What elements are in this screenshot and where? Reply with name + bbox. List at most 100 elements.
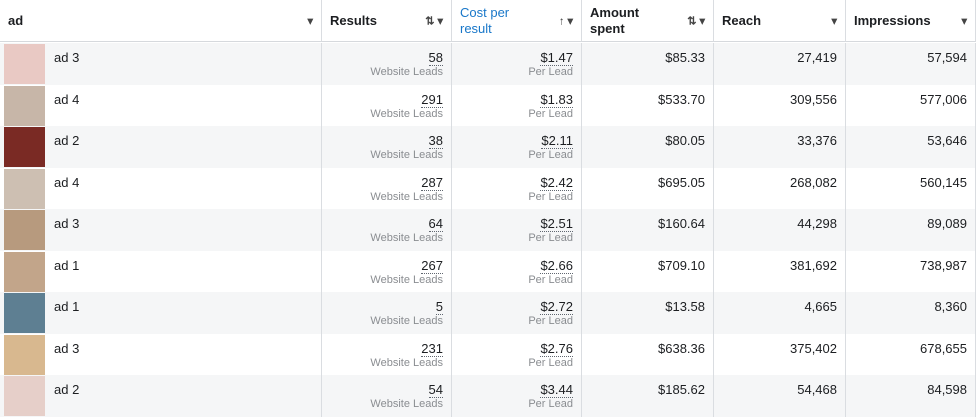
cell-border	[322, 167, 452, 209]
column-header[interactable]: ad ▾	[0, 0, 322, 42]
cell-border	[452, 84, 582, 126]
metric-cell: 54,468	[714, 375, 846, 417]
cost-unit: Per Lead	[528, 107, 573, 120]
reach-value: 268,082	[790, 174, 837, 190]
cell-border	[452, 167, 582, 209]
cell-border	[0, 292, 322, 334]
amount-value: $13.58	[665, 299, 705, 314]
ad-thumbnail	[4, 127, 45, 167]
cost-value: $2.66	[540, 257, 573, 274]
cell-border	[582, 333, 714, 375]
ad-thumbnail	[4, 85, 45, 126]
ad-name[interactable]: ad 2	[54, 133, 80, 148]
column-header[interactable]: Impressions ▾	[846, 0, 976, 42]
impressions-value: 560,145	[920, 174, 967, 190]
impressions-value: 53,646	[927, 133, 967, 148]
cell-border	[0, 126, 322, 168]
amount-value: $695.05	[658, 174, 705, 190]
impressions-value: 89,089	[927, 216, 967, 231]
cell-border	[714, 84, 846, 126]
metric-cell: 33,376	[714, 126, 846, 168]
cell-border	[582, 167, 714, 209]
cell-border	[322, 292, 452, 334]
cell-border	[582, 292, 714, 334]
impressions-value: 84,598	[927, 382, 967, 397]
header-label: Results	[330, 12, 377, 28]
ad-name[interactable]: ad 1	[54, 257, 80, 273]
ad-thumbnail	[4, 376, 45, 416]
column-header[interactable]: Reach ▾	[714, 0, 846, 42]
table-row: ad 4 287 Website Leads $2.42 Per Lead $695.05…	[0, 167, 976, 210]
header-label: Impressions	[854, 12, 931, 28]
ad-name[interactable]: ad 4	[54, 174, 80, 190]
cell-border	[452, 43, 582, 85]
cost-cell: $3.44 Per Lead	[452, 375, 582, 417]
header-label: Amount spent	[590, 4, 640, 36]
results-unit: Website Leads	[370, 190, 443, 203]
ad-thumbnail	[4, 168, 45, 209]
cost-value: $2.51	[540, 216, 573, 232]
ad-name[interactable]: ad 2	[54, 382, 80, 397]
reach-value: 375,402	[790, 340, 837, 356]
amount-value: $709.10	[658, 257, 705, 273]
column-header[interactable]: Amount spent ⇅ ▾	[582, 0, 714, 42]
sort-icon[interactable]: ↑ ▾	[558, 15, 573, 27]
sort-icon[interactable]: ⇅ ▾	[425, 15, 443, 27]
table-row: ad 1 267 Website Leads $2.66 Per Lead $709.10…	[0, 250, 976, 293]
ad-name[interactable]: ad 4	[54, 91, 80, 107]
metric-cell: $80.05	[582, 126, 714, 168]
ad-name[interactable]: ad 3	[54, 50, 80, 65]
cell-border	[322, 43, 452, 85]
reach-value: 309,556	[790, 91, 837, 107]
cost-value: $1.47	[540, 50, 573, 66]
cost-unit: Per Lead	[528, 190, 573, 203]
table-row: ad 2 38 Website Leads $2.11 Per Lead $80.05 33…	[0, 126, 976, 168]
cost-unit: Per Lead	[528, 232, 573, 244]
results-value: 64	[428, 216, 443, 232]
results-unit: Website Leads	[370, 398, 443, 410]
metric-cell: $533.70	[582, 85, 714, 127]
metric-cell: 53,646	[846, 126, 976, 168]
results-cell: 287 Website Leads	[322, 168, 452, 210]
table-row: ad 3 58 Website Leads $1.47 Per Lead $85.33 27…	[0, 43, 976, 85]
results-value: 291	[421, 91, 443, 108]
ad-thumbnail	[4, 251, 45, 292]
reach-value: 4,665	[804, 299, 837, 314]
cell-border	[582, 209, 714, 251]
sort-icon[interactable]: ⇅ ▾	[687, 15, 705, 27]
cell-border	[452, 209, 582, 251]
ad-name[interactable]: ad 1	[54, 299, 80, 314]
cell-border	[452, 126, 582, 168]
column-header[interactable]: Results ⇅ ▾	[322, 0, 452, 42]
sort-icon[interactable]: ▾	[961, 15, 967, 27]
metric-cell: 381,692	[714, 251, 846, 293]
cell-border	[0, 375, 322, 417]
impressions-value: 8,360	[934, 299, 967, 314]
ad-name[interactable]: ad 3	[54, 216, 80, 231]
metric-cell: 375,402	[714, 334, 846, 376]
cell-border	[0, 250, 322, 292]
results-cell: 291 Website Leads	[322, 85, 452, 127]
cell-border	[714, 126, 846, 168]
cost-cell: $2.51 Per Lead	[452, 209, 582, 251]
metric-cell: 84,598	[846, 375, 976, 417]
cost-cell: $2.11 Per Lead	[452, 126, 582, 168]
reach-value: 27,419	[797, 50, 837, 65]
reach-value: 54,468	[797, 382, 837, 397]
impressions-value: 738,987	[920, 257, 967, 273]
metric-cell: 44,298	[714, 209, 846, 251]
column-header[interactable]: Cost per result ↑ ▾	[452, 0, 582, 42]
amount-value: $185.62	[658, 382, 705, 397]
metric-cell: 577,006	[846, 85, 976, 127]
cell-border	[322, 250, 452, 292]
ad-name[interactable]: ad 3	[54, 340, 80, 356]
cost-value: $2.76	[540, 340, 573, 357]
sort-icon[interactable]: ▾	[307, 15, 313, 27]
metric-cell: $695.05	[582, 168, 714, 210]
cell-border	[0, 43, 322, 85]
header-label: Reach	[722, 12, 762, 28]
results-value: 54	[428, 382, 443, 398]
sort-icon[interactable]: ▾	[831, 15, 837, 27]
cost-cell: $2.66 Per Lead	[452, 251, 582, 293]
